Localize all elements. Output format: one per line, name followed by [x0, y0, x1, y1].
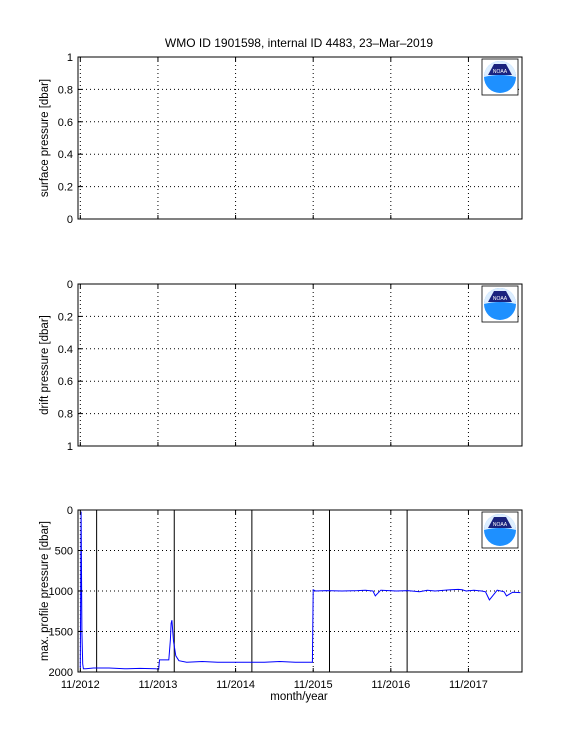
x-tick-label: 11/2013 — [138, 679, 177, 691]
y-tick-label: 0 — [67, 505, 73, 517]
series-line — [79, 511, 521, 670]
x-tick-label: 11/2014 — [216, 679, 255, 691]
noaa-logo: NOAA — [481, 58, 519, 96]
y-tick-label: 2000 — [49, 667, 73, 679]
panel-1: 0 0.2 0.4 0.6 0.8 1 surface pressure [dbar] NOA… — [39, 52, 523, 226]
y-tick-label: 0.4 — [58, 344, 73, 356]
noaa-logo-bird-icon — [488, 291, 512, 302]
y-tick-label: 1500 — [49, 627, 73, 639]
noaa-logo-bird-icon — [488, 64, 512, 75]
y-axis-label: drift pressure [dbar] — [39, 315, 51, 415]
panel-2: 0 0.2 0.4 0.6 0.8 1 drift pressure [dbar] NOAA — [39, 279, 523, 453]
noaa-logo-text: NOAA — [493, 296, 508, 302]
y-tick-label: 1 — [67, 441, 73, 453]
y-tick-label: 0.8 — [58, 84, 73, 96]
y-tick-label: 1000 — [49, 586, 73, 598]
y-tick-label: 0.6 — [58, 117, 73, 129]
y-tick-label: 0.2 — [58, 182, 73, 194]
y-tick-label: 0 — [67, 214, 73, 226]
y-tick-label: 0.2 — [58, 311, 73, 323]
noaa-logo: NOAA — [481, 285, 519, 323]
y-tick-label: 500 — [55, 546, 73, 558]
y-tick-label: 0 — [67, 279, 73, 291]
noaa-logo-bird-icon — [488, 517, 512, 528]
axes-frame — [77, 56, 523, 220]
x-tick-label: 11/2016 — [371, 679, 410, 691]
panels: 0 0.2 0.4 0.6 0.8 1 surface pressure [dbar] NOA… — [39, 52, 523, 691]
y-axis-label: max. profile pressure [dbar] — [39, 521, 51, 661]
y-tick-label: 1 — [67, 52, 73, 64]
axes-frame — [77, 509, 523, 673]
x-tick-label: 11/2017 — [449, 679, 488, 691]
x-axis-label: month/year — [270, 691, 328, 703]
noaa-logo-text: NOAA — [493, 522, 508, 528]
noaa-logo-text: NOAA — [493, 69, 508, 75]
x-tick-label: 11/2012 — [61, 679, 100, 691]
noaa-logo: NOAA — [481, 511, 519, 549]
y-tick-label: 0.8 — [58, 409, 73, 421]
y-tick-label: 0.6 — [58, 376, 73, 388]
y-tick-label: 0.4 — [58, 149, 73, 161]
y-axis-label: surface pressure [dbar] — [39, 79, 51, 197]
figure-title: WMO ID 1901598, internal ID 4483, 23–Mar… — [165, 36, 433, 50]
x-tick-label: 11/2015 — [294, 679, 333, 691]
axes-frame — [77, 283, 523, 447]
